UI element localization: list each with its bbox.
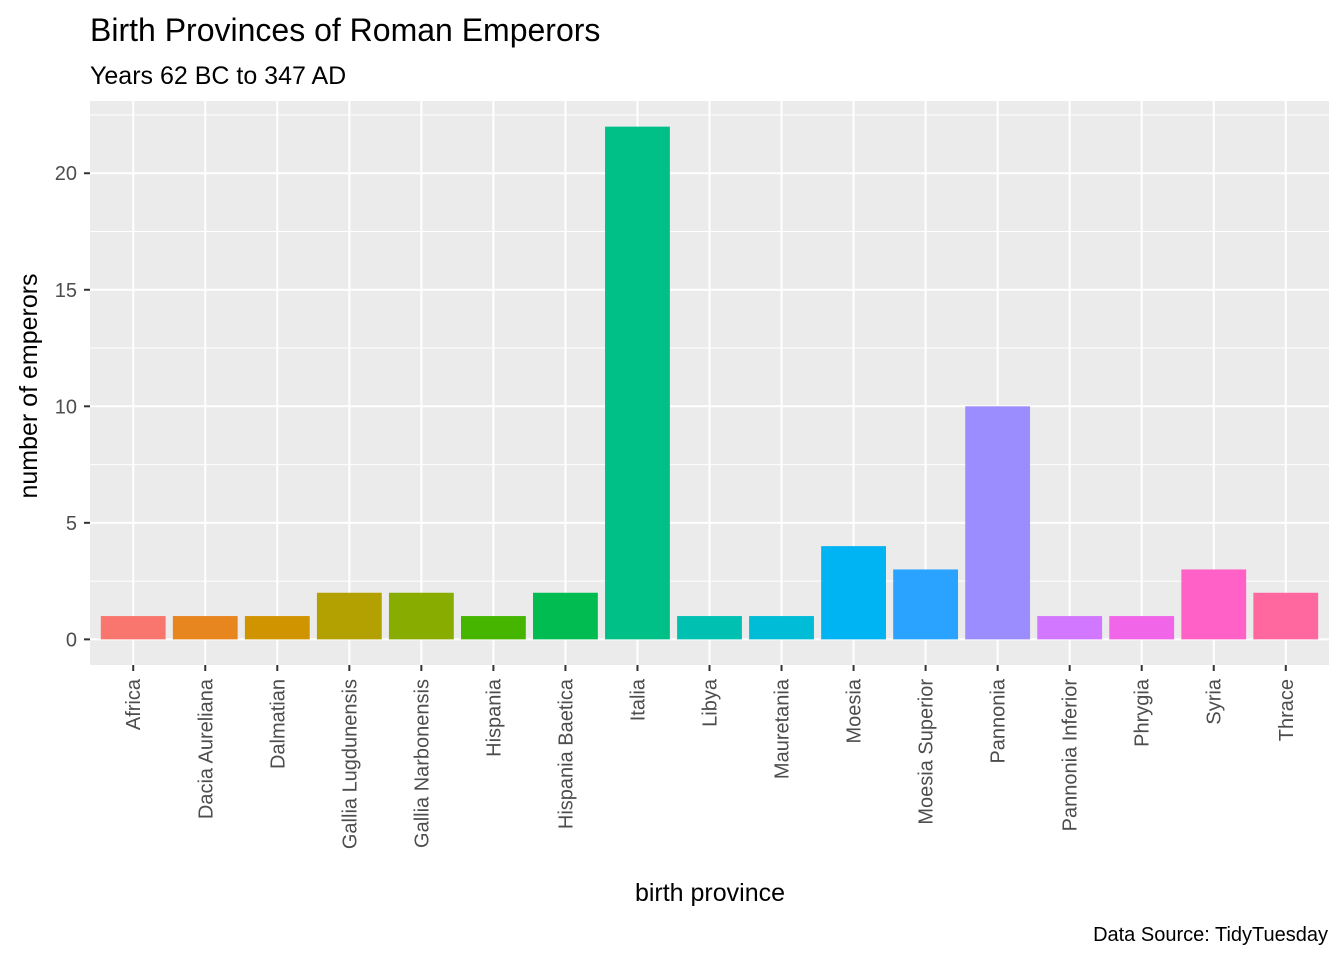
- bar-dalmatian: [244, 616, 310, 640]
- y-axis: 0 5 10 15 20: [55, 163, 90, 651]
- chart-title: Birth Provinces of Roman Emperors: [90, 12, 600, 48]
- chart-subtitle: Years 62 BC to 347 AD: [90, 62, 346, 90]
- x-tick-label: Italia: [627, 678, 649, 721]
- bar-pannonia: [965, 406, 1031, 640]
- bar-gallia-lugdunensis: [316, 592, 382, 640]
- y-axis-title: number of emperors: [15, 273, 43, 498]
- x-tick-label: Gallia Lugdunensis: [339, 679, 361, 849]
- x-tick-label: Moesia Superior: [916, 679, 938, 825]
- bar-hispania-baetica: [533, 592, 598, 640]
- bar-thrace: [1253, 592, 1319, 640]
- x-axis: Africa Dacia Aureliana Dalmatian Gallia Lug…: [123, 665, 1298, 849]
- x-tick-label: Moesia: [844, 678, 866, 743]
- x-tick-label: Pannonia: [988, 678, 1010, 763]
- x-tick-label: Mauretania: [772, 678, 794, 779]
- bar-gallia-narbonensis: [388, 592, 454, 640]
- x-tick-label: Dalmatian: [267, 679, 289, 769]
- y-tick-label: 10: [55, 396, 77, 418]
- gridlines: [90, 101, 1329, 665]
- bar-italia: [605, 126, 670, 640]
- caption: Data Source: TidyTuesday: [1093, 924, 1328, 946]
- x-tick-label: Hispania: [483, 678, 505, 757]
- bar-moesia-superior: [893, 569, 959, 640]
- bar-syria: [1181, 569, 1247, 640]
- bar-libya: [677, 616, 742, 640]
- bar-mauretania: [749, 616, 814, 640]
- x-tick-label: Pannonia Inferior: [1060, 679, 1082, 832]
- bars: [100, 126, 1319, 640]
- x-tick-label: Gallia Narbonensis: [411, 679, 433, 848]
- x-axis-title: birth province: [635, 879, 785, 907]
- x-tick-label: Thrace: [1276, 679, 1298, 741]
- x-tick-label: Phrygia: [1132, 678, 1154, 747]
- y-tick-label: 20: [55, 163, 77, 185]
- bar-africa: [100, 616, 166, 640]
- x-tick-label: Libya: [700, 678, 722, 727]
- bar-pannonia-inferior: [1037, 616, 1103, 640]
- bar-moesia: [821, 546, 886, 640]
- bar-phrygia: [1109, 616, 1175, 640]
- bar-hispania: [460, 616, 526, 640]
- y-tick-label: 15: [55, 280, 77, 302]
- x-tick-label: Dacia Aureliana: [195, 678, 217, 819]
- x-tick-label: Hispania Baetica: [555, 678, 577, 829]
- x-tick-label: Syria: [1204, 678, 1226, 724]
- bar-dacia-aureliana: [172, 616, 238, 640]
- x-tick-label: Africa: [123, 678, 145, 730]
- y-tick-label: 0: [66, 629, 77, 651]
- y-tick-label: 5: [66, 513, 77, 535]
